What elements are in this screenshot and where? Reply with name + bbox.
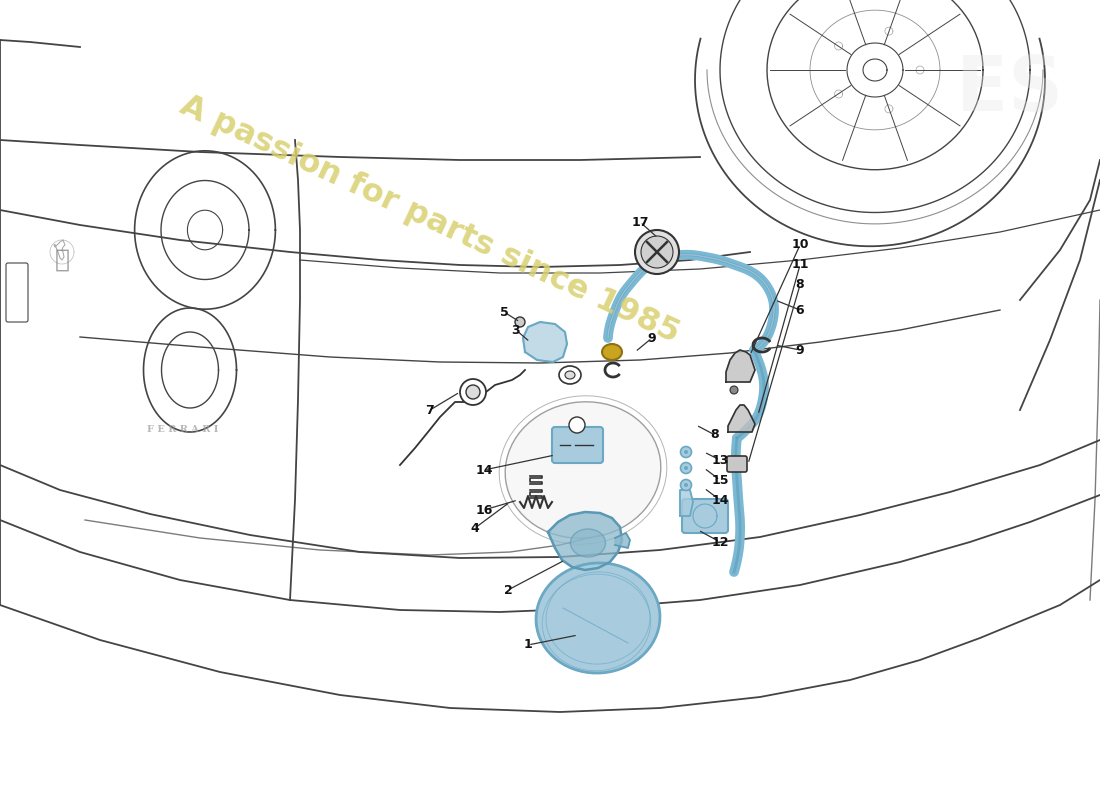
Ellipse shape: [559, 366, 581, 384]
Text: 3: 3: [512, 323, 520, 337]
Text: 4: 4: [471, 522, 480, 534]
Text: 15: 15: [712, 474, 728, 486]
FancyBboxPatch shape: [6, 263, 28, 322]
FancyBboxPatch shape: [682, 499, 728, 533]
Text: 9: 9: [648, 331, 657, 345]
Text: F E R R A R I: F E R R A R I: [147, 426, 219, 434]
Circle shape: [569, 417, 585, 433]
Circle shape: [681, 479, 692, 490]
Circle shape: [515, 317, 525, 327]
Text: 17: 17: [631, 215, 649, 229]
Text: 1: 1: [524, 638, 532, 651]
Text: 5: 5: [499, 306, 508, 318]
Polygon shape: [548, 512, 621, 570]
Text: 8: 8: [795, 278, 804, 291]
Text: A passion for parts since 1985: A passion for parts since 1985: [175, 90, 684, 350]
Polygon shape: [615, 533, 630, 548]
Text: 10: 10: [791, 238, 808, 251]
Text: 2: 2: [504, 583, 513, 597]
Text: 8: 8: [711, 429, 719, 442]
Text: 6: 6: [795, 303, 804, 317]
Text: 9: 9: [795, 343, 804, 357]
Ellipse shape: [602, 344, 621, 360]
Circle shape: [635, 230, 679, 274]
Circle shape: [684, 450, 688, 454]
Circle shape: [681, 446, 692, 458]
FancyBboxPatch shape: [727, 456, 747, 472]
Circle shape: [641, 236, 673, 268]
Text: 14: 14: [712, 494, 728, 506]
Text: 13: 13: [712, 454, 728, 466]
Polygon shape: [726, 350, 755, 382]
Circle shape: [460, 379, 486, 405]
Ellipse shape: [565, 371, 575, 379]
Circle shape: [684, 466, 688, 470]
Polygon shape: [522, 322, 566, 362]
Ellipse shape: [571, 529, 605, 557]
Circle shape: [681, 462, 692, 474]
Ellipse shape: [505, 402, 661, 538]
Text: ES: ES: [956, 53, 1064, 127]
Text: 𝄞: 𝄞: [55, 248, 69, 272]
Text: 14: 14: [475, 463, 493, 477]
Circle shape: [684, 483, 688, 487]
Ellipse shape: [536, 563, 660, 673]
Text: 11: 11: [791, 258, 808, 271]
Text: 7: 7: [426, 403, 434, 417]
FancyBboxPatch shape: [552, 427, 603, 463]
Text: 16: 16: [475, 503, 493, 517]
Circle shape: [466, 385, 480, 399]
Circle shape: [730, 386, 738, 394]
Text: 12: 12: [712, 535, 728, 549]
Polygon shape: [728, 405, 755, 432]
Polygon shape: [680, 490, 693, 516]
